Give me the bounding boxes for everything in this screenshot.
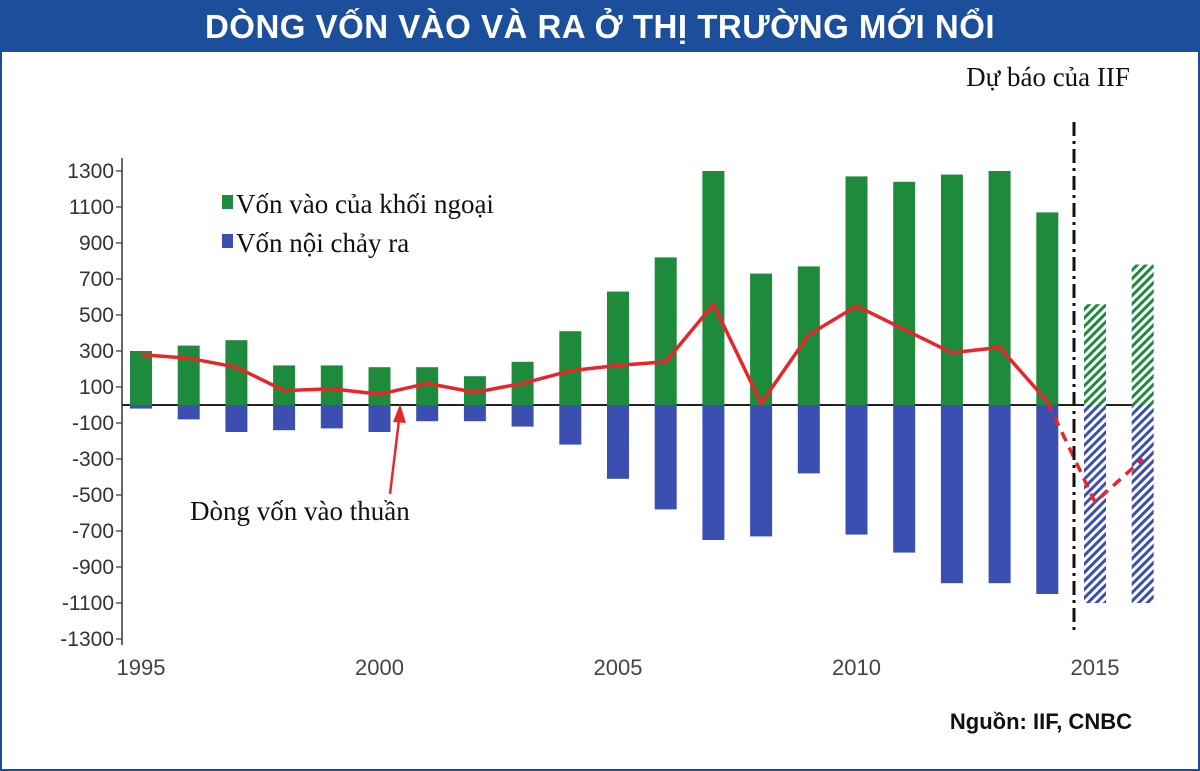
inflow-bar: [177, 345, 200, 405]
outflow-bar: [893, 405, 916, 553]
x-tick-label: 1995: [117, 655, 166, 680]
outflow-bar: [273, 405, 296, 431]
legend-outflow-label: Vốn nội chảy ra: [236, 228, 409, 258]
net-flow-annotation: Dòng vốn vào thuần: [190, 496, 410, 526]
outflow-bar: [940, 405, 963, 584]
y-tick-label: 1300: [67, 160, 114, 183]
outflow-bar: [1084, 405, 1106, 603]
inflow-bar: [1131, 264, 1154, 405]
net-flow-line: [140, 302, 1049, 405]
inflow-bar: [750, 273, 773, 405]
y-tick-label: 700: [79, 268, 114, 291]
annotation-arrow: [388, 411, 402, 495]
y-tick-label: 1100: [69, 196, 114, 219]
inflow-bar: [368, 367, 391, 405]
chart-title: DÒNG VỐN VÀO VÀ RA Ở THỊ TRƯỜNG MỚI NỔI: [204, 8, 996, 45]
inflow-bar: [416, 367, 439, 405]
inflow-bar: [273, 365, 296, 405]
legend-inflow-swatch: [222, 195, 233, 209]
x-tick-label: 2015: [1071, 655, 1120, 680]
outflow-bar: [320, 405, 343, 429]
outflow-bar: [988, 405, 1011, 584]
legend-outflow-swatch: [222, 234, 233, 248]
outflow-bar: [750, 405, 773, 537]
inflow-bar: [130, 351, 152, 405]
outflow-bar: [177, 405, 200, 420]
y-tick-label: -700: [72, 520, 114, 543]
y-tick-label: 900: [79, 232, 114, 255]
outflow-bar: [607, 405, 629, 479]
inflow-bar: [845, 176, 868, 405]
inflow-bar: [225, 340, 248, 405]
outflow-bar: [797, 405, 820, 474]
outflow-bar: [1131, 405, 1154, 603]
source-text: Nguồn: IIF, CNBC: [950, 709, 1132, 734]
inflow-bar: [1036, 212, 1059, 405]
outflow-bar: [130, 405, 152, 409]
outflow-bar: [511, 405, 534, 427]
y-tick-label: 300: [79, 340, 114, 363]
x-tick-label: 2005: [594, 655, 643, 680]
outflow-bar: [654, 405, 677, 510]
y-tick-label: -1300: [60, 628, 114, 651]
inflow-bar: [654, 257, 677, 405]
outflow-bar: [845, 405, 868, 535]
outflow-bar: [559, 405, 582, 445]
inflow-bar: [320, 365, 343, 405]
y-tick-label: -500: [72, 484, 114, 507]
y-tick-label: -100: [72, 412, 114, 435]
y-tick-label: -300: [72, 448, 114, 471]
inflow-bar: [702, 171, 725, 405]
inflow-bar: [893, 181, 916, 405]
inflow-bar: [559, 331, 582, 405]
outflow-bar: [702, 405, 725, 540]
outflow-bar: [225, 405, 248, 432]
y-tick-label: -1100: [62, 592, 114, 615]
y-tick-label: 100: [79, 376, 114, 399]
inflow-bar: [463, 376, 486, 405]
y-tick-label: -900: [72, 556, 114, 579]
y-tick-label: 500: [79, 304, 114, 327]
outflow-bar: [368, 405, 391, 432]
outflow-bar: [463, 405, 486, 422]
outflow-bar: [1036, 405, 1059, 594]
inflow-bar: [1084, 304, 1106, 405]
forecast-label: Dự báo của IIF: [966, 62, 1130, 92]
annotation-arrowhead: [393, 404, 406, 423]
title-bar: DÒNG VỐN VÀO VÀ RA Ở THỊ TRƯỜNG MỚI NỔI: [2, 2, 1198, 52]
x-tick-label: 2010: [832, 655, 881, 680]
inflow-bar: [940, 174, 963, 405]
inflow-bar: [988, 171, 1011, 405]
x-tick-label: 2000: [355, 655, 404, 680]
inflow-bar: [607, 291, 629, 405]
outflow-bar: [416, 405, 439, 422]
legend-inflow-label: Vốn vào của khối ngoại: [236, 189, 494, 219]
